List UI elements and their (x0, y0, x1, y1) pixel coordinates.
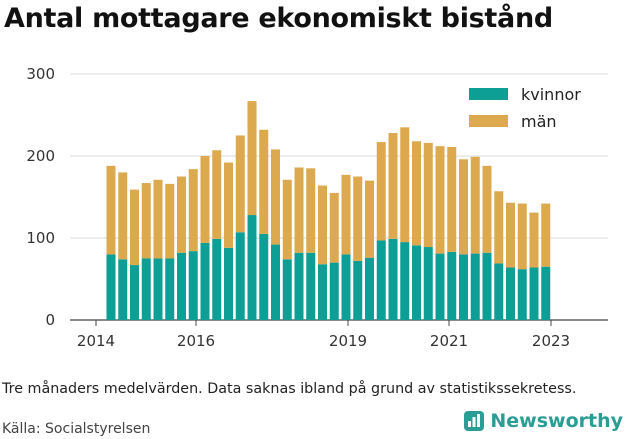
bar-man (306, 168, 316, 253)
bar-kvinnor (259, 233, 269, 320)
bar-kvinnor (141, 258, 151, 320)
bar-man (130, 189, 139, 266)
bar-man (423, 142, 433, 248)
bar-kvinnor (541, 266, 551, 320)
axes: 0 100 200 300 2014 2016 2019 2021 2023 (26, 65, 570, 350)
bar-man (365, 180, 374, 258)
bar-kvinnor (494, 263, 504, 320)
bar-kvinnor (470, 253, 480, 320)
bar-man (388, 133, 398, 239)
bar-kvinnor (306, 252, 316, 320)
legend-swatch (469, 88, 508, 100)
bar-man (517, 203, 527, 270)
bar-man (482, 165, 492, 253)
bar-man (400, 127, 410, 243)
legend-label: kvinnor (521, 85, 581, 104)
bar-man (494, 191, 504, 264)
bar-kvinnor (400, 242, 410, 320)
x-tick-label: 2019 (329, 332, 367, 350)
bar-man (118, 172, 128, 260)
bar-kvinnor (376, 240, 386, 320)
bar-kvinnor (177, 252, 186, 320)
bar-kvinnor (365, 257, 374, 320)
bar-man (376, 142, 386, 241)
brand-name: Newsworthy (490, 410, 623, 432)
bar-kvinnor (341, 254, 351, 320)
bar-man (224, 162, 233, 248)
bar-kvinnor (412, 245, 421, 320)
bar-kvinnor (118, 259, 128, 320)
bar-man (165, 183, 175, 259)
bar-man (259, 129, 269, 234)
bar-kvinnor (459, 254, 468, 320)
bar-man (141, 183, 151, 259)
legend-swatch (469, 115, 508, 127)
bar-kvinnor (282, 259, 292, 320)
bar-kvinnor (294, 252, 304, 320)
bar-man (235, 135, 245, 233)
stacked-bar-chart: 0 100 200 300 2014 2016 2019 2021 2023 kvinnor mä… (26, 65, 608, 350)
bar-kvinnor (447, 251, 457, 320)
bar-kvinnor (329, 262, 339, 320)
bar-kvinnor (318, 264, 327, 320)
x-tick-label: 2016 (177, 332, 215, 350)
y-tick-label: 300 (26, 65, 55, 83)
bar-kvinnor (212, 238, 222, 320)
y-tick-label: 100 (26, 229, 55, 247)
bar-kvinnor (482, 252, 492, 320)
x-tick-label: 2014 (77, 332, 115, 350)
bar-man (412, 141, 421, 246)
bar-man (353, 176, 363, 261)
bar-kvinnor (130, 265, 139, 320)
bar-kvinnor (517, 269, 527, 320)
bar-man (341, 174, 351, 255)
legend-label: män (521, 112, 557, 131)
x-tick-label: 2023 (532, 332, 570, 350)
footnote: Tre månaders medelvärden. Data saknas ib… (2, 381, 577, 397)
bar-kvinnor (271, 244, 280, 320)
bar-man (318, 185, 327, 265)
bar-kvinnor (423, 247, 433, 320)
bar-kvinnor (247, 215, 257, 320)
bar-man (153, 179, 163, 259)
bar-man (459, 159, 468, 255)
y-tick-label: 200 (26, 147, 55, 165)
bar-man (247, 101, 257, 216)
bar-man (212, 150, 222, 239)
bar-kvinnor (165, 258, 175, 320)
bar-man (529, 212, 539, 268)
x-tick-label: 2021 (430, 332, 468, 350)
bar-kvinnor (153, 258, 163, 320)
bar-kvinnor (506, 267, 515, 320)
bar-kvinnor (200, 242, 210, 320)
bar-kvinnor (235, 232, 245, 320)
bar-man (329, 192, 339, 263)
bar-man (188, 169, 198, 252)
bar-man (447, 146, 457, 252)
chart-title: Antal mottagare ekonomiskt bistånd (4, 3, 553, 34)
y-tick-label: 0 (45, 311, 55, 329)
newsworthy-logo-icon (464, 411, 485, 431)
bar-kvinnor (388, 238, 398, 320)
bar-man (541, 203, 551, 267)
brand: Newsworthy (463, 410, 623, 432)
bar-man (294, 167, 304, 253)
bar-man (271, 149, 280, 245)
bar-man (200, 156, 210, 243)
bar-kvinnor (106, 254, 116, 320)
bar-kvinnor (353, 260, 363, 320)
bars (106, 101, 551, 320)
bar-man (435, 146, 445, 254)
bar-kvinnor (435, 253, 445, 320)
bar-man (282, 179, 292, 260)
bar-kvinnor (188, 251, 198, 320)
bar-man (177, 176, 186, 253)
bar-man (506, 202, 515, 268)
bar-man (470, 156, 480, 254)
bar-kvinnor (529, 267, 539, 320)
bar-man (106, 165, 116, 255)
source-text: Källa: Socialstyrelsen (2, 421, 151, 437)
bar-kvinnor (224, 247, 233, 320)
legend: kvinnor män (469, 85, 581, 131)
